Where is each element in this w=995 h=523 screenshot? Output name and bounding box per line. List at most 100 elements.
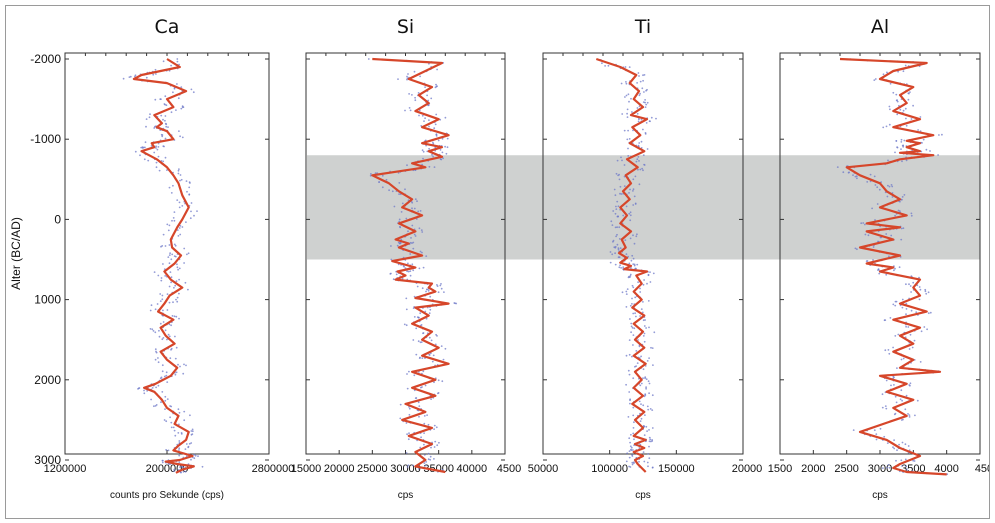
data-point (428, 336, 431, 339)
data-point (164, 119, 166, 122)
data-point (179, 135, 182, 138)
data-point (178, 278, 181, 281)
data-point (912, 281, 915, 284)
data-point (913, 339, 916, 342)
data-point (157, 361, 160, 364)
data-point (613, 188, 616, 191)
data-point (919, 288, 922, 291)
data-point (430, 97, 433, 100)
data-point (904, 458, 907, 461)
y-tick-label: -2000 (30, 52, 61, 66)
data-point (169, 271, 172, 273)
data-point (165, 420, 168, 423)
data-point (894, 412, 897, 415)
data-point (180, 107, 183, 110)
data-point (651, 466, 654, 469)
panel-title: Al (871, 16, 889, 38)
data-point (400, 211, 403, 213)
data-point (640, 355, 642, 358)
data-point (902, 109, 905, 112)
data-point (166, 223, 169, 226)
data-point (417, 316, 420, 319)
data-point (896, 367, 898, 369)
data-point (900, 138, 903, 141)
data-point (419, 356, 421, 359)
data-point (902, 357, 905, 360)
data-point (412, 307, 415, 309)
data-point (180, 178, 183, 181)
data-point (882, 73, 885, 76)
data-point (892, 346, 894, 349)
data-point (161, 245, 164, 247)
data-point (162, 263, 164, 265)
data-point (177, 172, 180, 175)
data-point (628, 138, 631, 140)
data-point (895, 459, 897, 462)
data-point (618, 226, 621, 229)
data-point (646, 282, 648, 285)
data-point (633, 421, 635, 424)
data-point (628, 437, 631, 440)
data-point (407, 73, 409, 75)
data-point (144, 141, 147, 144)
data-point (643, 163, 645, 166)
series-line (595, 57, 649, 473)
data-point (151, 387, 154, 389)
data-point (644, 99, 646, 101)
data-point (648, 457, 651, 460)
data-point (629, 188, 631, 191)
data-point (887, 349, 890, 351)
data-point (648, 326, 650, 329)
data-point (396, 244, 399, 247)
data-point (637, 156, 640, 158)
data-point (188, 442, 191, 445)
data-point (166, 398, 169, 400)
data-point (908, 348, 911, 350)
data-point (159, 377, 162, 380)
data-point (164, 399, 167, 402)
data-point (155, 73, 157, 75)
data-point (173, 219, 176, 222)
data-point (176, 60, 179, 63)
data-point (638, 345, 641, 348)
data-point (134, 75, 136, 78)
data-point (625, 82, 628, 85)
data-point (197, 455, 199, 458)
data-point (650, 346, 652, 349)
data-point (644, 393, 647, 396)
data-point (411, 207, 413, 210)
data-point (421, 251, 423, 254)
data-point (171, 253, 174, 256)
data-point (630, 446, 633, 449)
data-point (415, 327, 418, 330)
data-point (901, 306, 904, 309)
data-point (904, 443, 907, 446)
data-point (441, 137, 444, 140)
panel-ti: Ti 50000 100000 150000 20000 cps (528, 16, 763, 501)
data-point (864, 223, 866, 226)
data-point (122, 77, 125, 80)
data-point (440, 345, 443, 347)
x-tick-label: 40000 (457, 463, 488, 475)
data-point (622, 266, 625, 269)
data-point (648, 357, 650, 359)
data-point (419, 341, 422, 344)
data-point (183, 262, 186, 264)
data-point (639, 80, 642, 83)
data-point (176, 229, 179, 232)
data-point (185, 443, 188, 445)
data-point (405, 297, 408, 300)
data-point (422, 370, 425, 373)
data-point (651, 409, 654, 411)
data-point (433, 458, 435, 460)
data-point (161, 294, 164, 297)
data-point (433, 381, 435, 384)
data-point (164, 329, 167, 332)
data-point (919, 361, 922, 363)
data-point (178, 130, 180, 132)
data-point (173, 243, 176, 246)
data-point (902, 418, 904, 421)
data-point (403, 323, 406, 326)
data-point (909, 333, 912, 336)
data-point (842, 171, 845, 174)
